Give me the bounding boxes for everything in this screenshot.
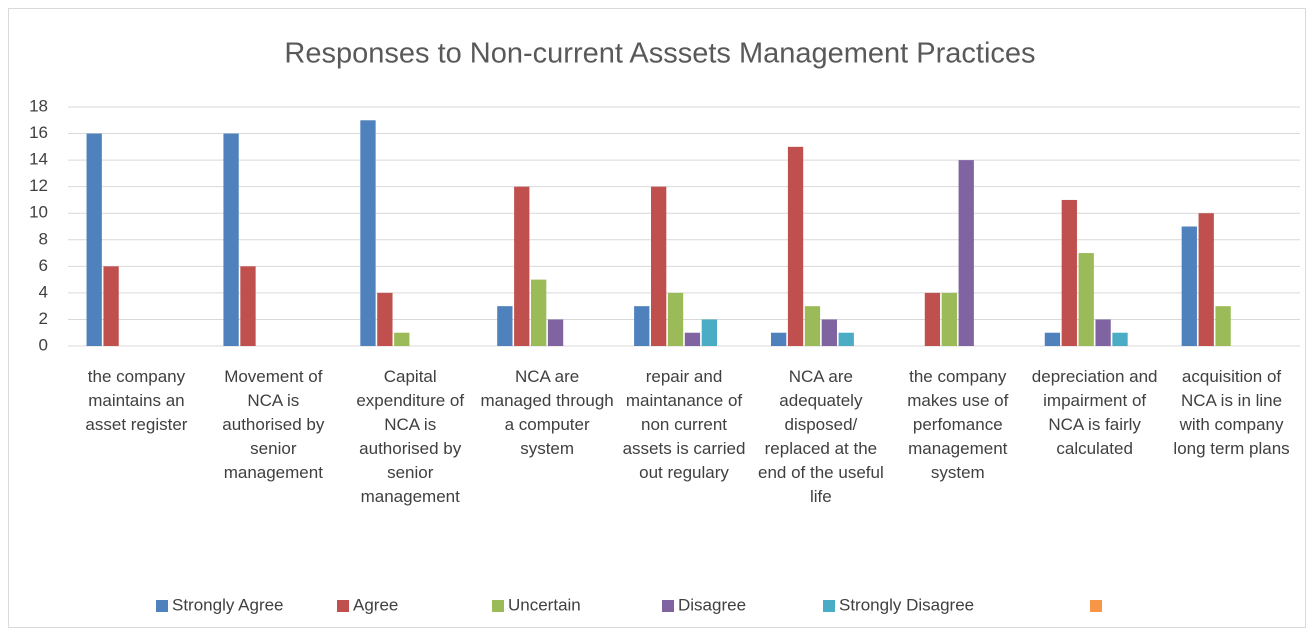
bar	[821, 319, 837, 346]
bar	[1198, 213, 1214, 346]
bar	[531, 279, 547, 346]
legend-swatch	[662, 600, 674, 612]
y-tick-label: 8	[39, 229, 48, 248]
legend-label: Strongly Disagree	[839, 595, 974, 614]
x-tick-label: the company maintains an asset register	[85, 367, 188, 434]
bar	[240, 266, 256, 346]
bar	[1061, 199, 1077, 346]
y-tick-label: 12	[29, 176, 48, 195]
bar	[1095, 319, 1111, 346]
bar	[223, 133, 239, 346]
y-tick-label: 2	[39, 309, 48, 328]
legend-swatch	[1090, 600, 1102, 612]
legend-label: Disagree	[678, 595, 746, 614]
bar	[497, 306, 513, 346]
legend-swatch	[337, 600, 349, 612]
bar	[684, 332, 701, 346]
bar	[103, 266, 119, 346]
bar	[1181, 226, 1197, 346]
bar	[667, 292, 684, 346]
y-tick-label: 4	[39, 282, 48, 301]
bar	[924, 292, 941, 346]
bar	[770, 332, 787, 346]
chart-title: Responses to Non-current Asssets Managem…	[284, 38, 1035, 70]
y-tick-label: 10	[29, 203, 48, 222]
bar	[86, 133, 102, 346]
bar	[360, 120, 376, 347]
bar	[1044, 332, 1061, 346]
bar	[547, 319, 564, 346]
bar	[1215, 306, 1231, 346]
bar	[1112, 332, 1128, 346]
y-tick-label: 14	[29, 150, 48, 169]
bar	[787, 146, 804, 346]
y-tick-label: 6	[39, 256, 48, 275]
bar	[941, 292, 957, 346]
y-tick-label: 0	[39, 335, 48, 354]
x-tick-label: Movement of NCA is authorised by senior …	[222, 367, 325, 482]
x-tick-label: depreciation and impairment of NCA is fa…	[1031, 367, 1158, 458]
x-tick-label: the company makes use of perfomance mana…	[907, 367, 1009, 482]
legend-swatch	[823, 600, 835, 612]
bar	[838, 332, 854, 346]
bar	[514, 186, 530, 346]
bar	[701, 319, 717, 346]
x-tick-label: repair and maintanance of non current as…	[622, 367, 746, 482]
x-tick-label: NCA are managed through a computer syste…	[480, 367, 614, 458]
bar	[651, 186, 667, 346]
bar	[377, 292, 393, 346]
bar	[804, 306, 821, 346]
x-tick-label: acquisition of NCA is in line with compa…	[1173, 367, 1290, 458]
bar	[394, 332, 410, 346]
legend-label: Agree	[353, 595, 398, 614]
x-tick-label: Capital expenditure of NCA is authorised…	[356, 367, 465, 506]
bar	[958, 160, 974, 346]
legend-label: Uncertain	[508, 595, 581, 614]
y-tick-label: 16	[29, 123, 48, 142]
legend-label: Strongly Agree	[172, 595, 284, 614]
legend-swatch	[492, 600, 504, 612]
y-tick-label: 18	[29, 96, 48, 115]
legend-swatch	[156, 600, 168, 612]
bar	[1078, 253, 1094, 346]
x-tick-label: NCA are adequately disposed/ replaced at…	[758, 367, 884, 506]
bar	[634, 306, 650, 346]
